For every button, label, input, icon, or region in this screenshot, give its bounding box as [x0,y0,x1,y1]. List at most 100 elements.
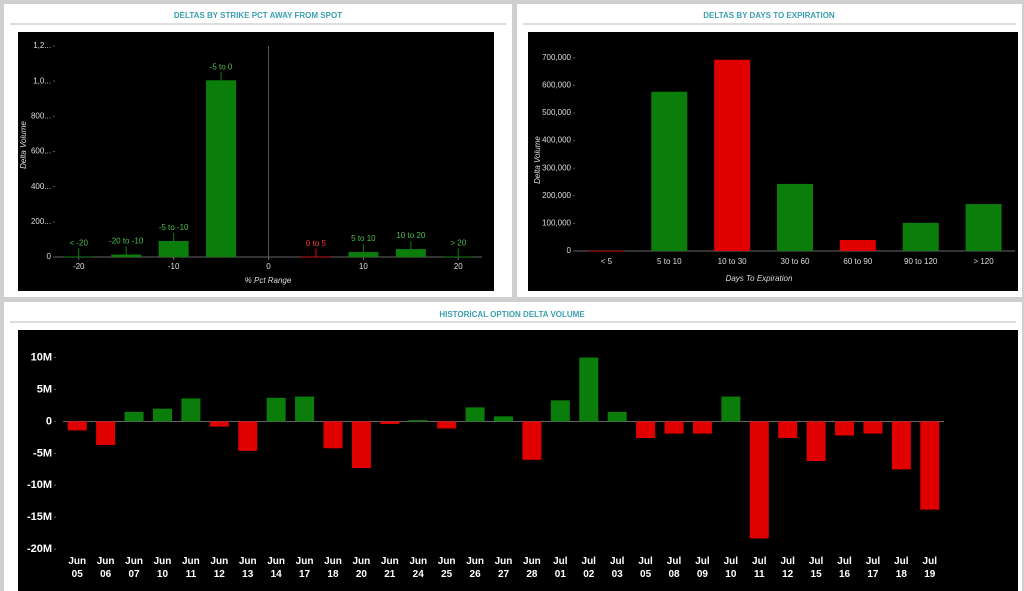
bar-label: -5 to 0 [210,62,233,71]
x-tick-label: 0 [266,262,271,271]
x-tick-label: 30 to 60 [781,257,810,266]
bar [408,420,428,422]
bar [209,421,229,427]
x-tick-label: Jul 11 [752,556,767,580]
bar-label: -5 to -10 [159,223,189,232]
bar [806,421,826,462]
x-tick-label: Jun 14 [267,556,286,580]
bar [63,256,94,258]
bar-label: < -20 [69,239,88,248]
bar [902,222,939,251]
x-tick-label: Jun 24 [409,556,428,580]
bar [158,240,189,257]
x-tick-label: Jul 09 [695,556,710,580]
bar [351,421,371,469]
x-tick-label: Jun 25 [437,556,456,580]
plot-area [528,32,1018,291]
bar [777,183,813,251]
x-tick-label: 5 to 10 [657,257,682,266]
x-tick-label: Jun 11 [181,556,200,580]
bar [550,400,570,422]
bar [266,397,286,422]
bar-label: -20 to -10 [109,237,144,246]
x-tick-label: -20 [73,262,85,271]
bar-label: 5 to 10 [351,234,376,243]
bar [152,408,172,422]
x-tick-label: Jul 15 [808,556,824,580]
y-tick-label: 0 [46,415,52,427]
bar [835,421,855,436]
bar [607,411,627,422]
bar [380,421,400,424]
x-tick-label: Jul 05 [638,556,653,580]
y-axis-title: Delta Volume [533,136,542,184]
x-tick-label: Jun 26 [466,556,484,580]
bar [891,421,911,470]
x-tick-label: Jul 10 [723,556,739,580]
plot-area [18,330,1018,591]
y-tick-label: -10M [27,479,52,491]
bar [67,421,87,431]
bar [348,252,379,257]
bar [651,91,688,251]
bar [863,421,883,434]
y-tick-label: -20M [27,543,52,555]
x-tick-label: 10 [359,262,368,271]
bar [579,357,599,422]
x-tick-label: Jun 13 [238,556,257,580]
x-tick-label: > 120 [973,257,994,266]
x-tick-label: < 5 [601,257,613,266]
bar [443,256,474,258]
x-tick-label: Jun 18 [324,556,342,580]
y-tick-label: 300,000 [542,163,571,172]
x-tick-label: 60 to 90 [843,257,872,266]
bar-label: 0 to 5 [306,239,327,248]
chart-title: HISTORICAL OPTION DELTA VOLUME [439,310,585,319]
y-tick-label: -5M [33,447,52,459]
y-tick-label: 200... [31,217,51,226]
y-tick-label: 0 [567,246,572,255]
bar [96,421,116,446]
x-axis-title: Days To Expiration [726,274,793,283]
y-tick-label: 1,0... [33,76,51,85]
x-tick-label: Jun 17 [295,556,314,580]
x-tick-label: 10 to 30 [718,257,747,266]
y-tick-label: 400... [31,182,51,191]
bar [300,256,331,258]
bar [181,398,201,422]
x-tick-label: Jun 28 [523,556,541,580]
y-tick-label: 400,000 [542,136,571,145]
bar [749,421,769,539]
x-tick-label: Jun 10 [153,556,172,580]
x-axis-title: % Pct Range [245,276,292,285]
chart-title: DELTAS BY STRIKE PCT AWAY FROM SPOT [174,11,342,20]
y-axis-title: Delta Volume [19,121,28,169]
x-tick-label: Jul 12 [780,556,795,580]
bar [295,396,315,422]
bar [714,59,751,252]
bar [437,421,457,429]
x-tick-label: Jul 19 [922,556,937,580]
y-tick-label: 600... [31,147,51,156]
y-tick-label: 100,000 [542,219,571,228]
x-tick-label: Jun 12 [210,556,229,580]
y-tick-label: 800... [31,111,51,120]
bar [636,421,656,439]
bar [920,421,940,510]
y-tick-label: -15M [27,511,52,523]
bar [323,421,343,449]
bar-label: > 20 [450,239,466,248]
bar [522,421,542,460]
y-tick-label: 600,000 [542,81,571,90]
x-tick-label: Jul 03 [609,556,625,580]
bar [965,204,1002,251]
x-tick-label: Jun 07 [125,556,143,580]
y-tick-label: 200,000 [542,191,571,200]
x-tick-label: Jun 27 [494,556,513,580]
bar [206,80,237,257]
y-tick-label: 5M [37,383,52,395]
bar [839,239,876,251]
bar [238,421,258,451]
